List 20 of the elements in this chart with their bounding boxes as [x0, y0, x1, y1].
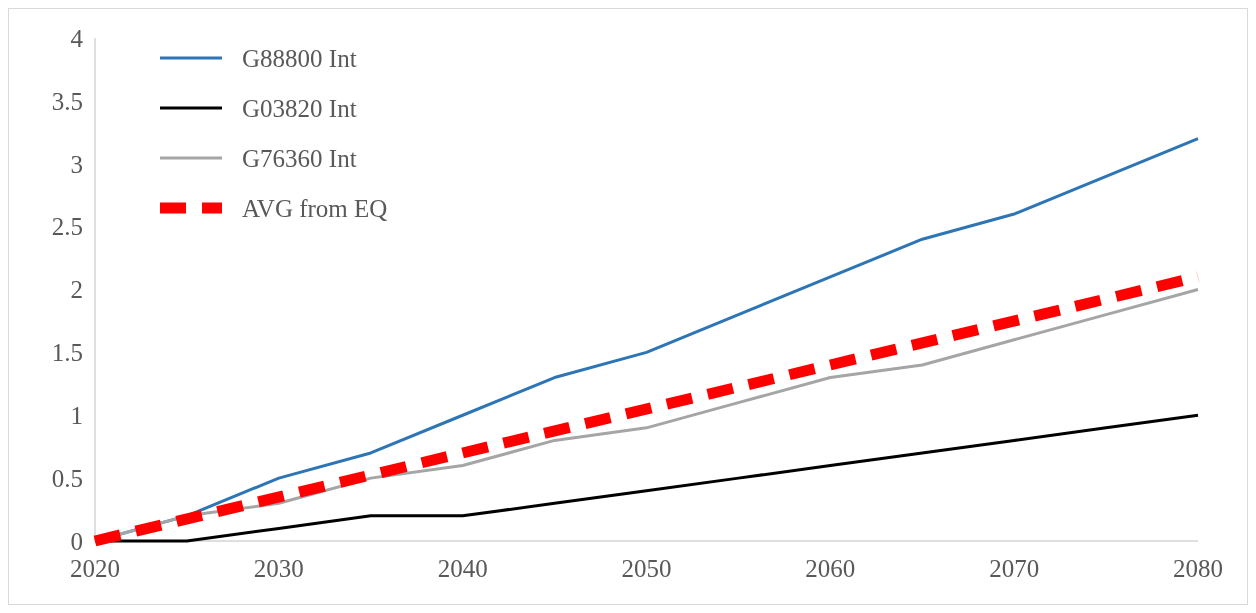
x-tick-label: 2050 — [621, 555, 672, 582]
x-tick-label: 2030 — [253, 555, 304, 582]
y-tick-label: 1 — [70, 402, 83, 429]
y-tick-label: 3.5 — [51, 87, 83, 115]
y-tick-label: 0.5 — [51, 464, 83, 492]
x-tick-label: 2020 — [70, 555, 120, 582]
legend-label: AVG from EQ — [242, 194, 388, 222]
x-tick-label: 2060 — [805, 555, 856, 582]
y-tick-label: 1.5 — [51, 339, 83, 367]
y-tick-label: 3 — [70, 150, 83, 178]
y-tick-label: 4 — [70, 24, 84, 52]
y-tick-label: 2.5 — [51, 213, 83, 241]
x-tick-label: 2080 — [1173, 555, 1223, 582]
x-tick-label: 2040 — [437, 555, 488, 582]
legend-label: G76360 Int — [242, 144, 357, 172]
x-tick-label: 2070 — [989, 555, 1040, 582]
y-tick-label: 2 — [70, 276, 83, 304]
legend-label: G88800 Int — [242, 44, 357, 72]
y-tick-label: 0 — [70, 527, 83, 555]
legend-label: G03820 Int — [242, 94, 357, 122]
